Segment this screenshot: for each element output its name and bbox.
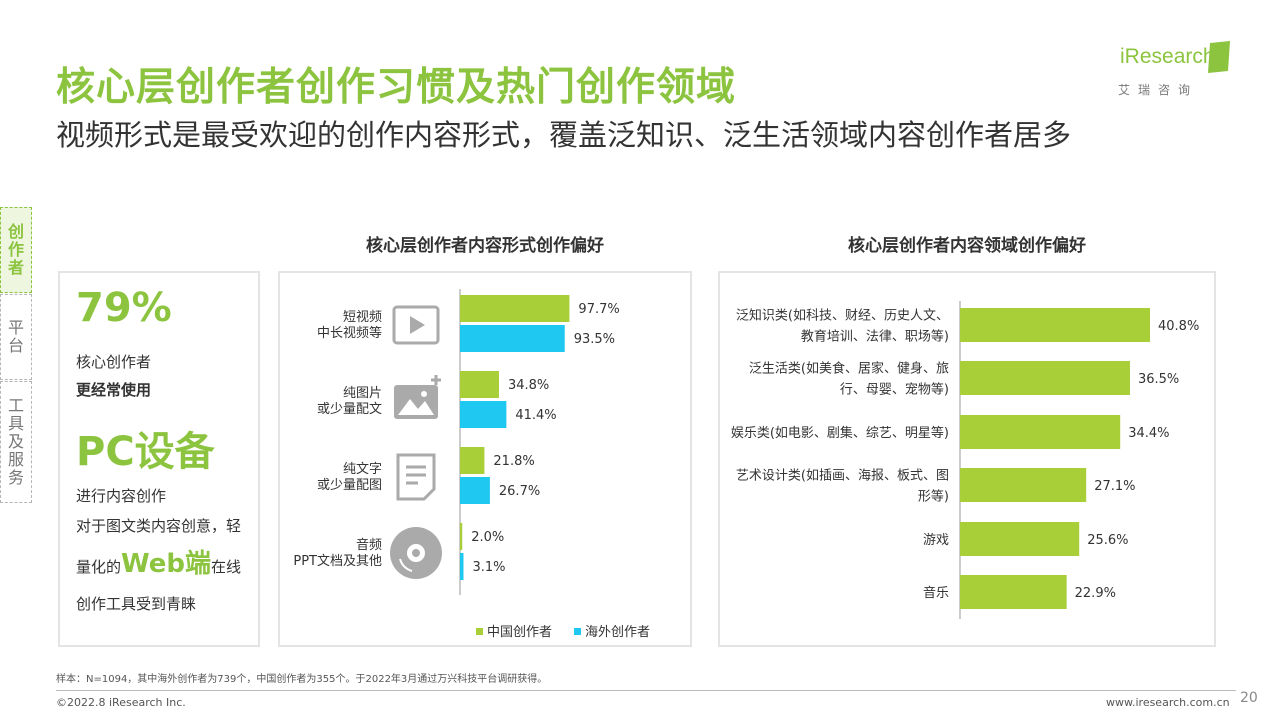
footnote: 样本：N=1094，其中海外创作者为739个，中国创作者为355个。于2022年…: [56, 674, 548, 685]
data-label: 3.1%: [472, 560, 505, 575]
side-tab-creators[interactable]: 创作者: [0, 207, 32, 293]
summary-line: 创作工具受到青睐: [76, 595, 197, 613]
legend-label: 海外创作者: [585, 625, 650, 640]
data-label: 34.4%: [1128, 426, 1169, 441]
summary-line: 更经常使用: [76, 381, 152, 399]
data-label: 36.5%: [1138, 372, 1179, 387]
iresearch-logo: iResearch 艾瑞咨询: [1114, 41, 1232, 97]
side-tab-tools-services[interactable]: 工具及服务: [0, 381, 32, 503]
logo-brand-cn: 艾瑞咨询: [1118, 83, 1199, 97]
summary-line: 量化的Web端在线: [76, 547, 241, 584]
category-label: 行、母婴、宠物等): [840, 382, 949, 398]
bar: [460, 553, 464, 580]
category-label: 泛生活类(如美食、居家、健身、旅: [749, 361, 949, 377]
category-label: 纯图片: [343, 386, 382, 401]
side-tab-platform[interactable]: 平台: [0, 294, 32, 380]
logo-banner-shape: [1114, 41, 1230, 75]
side-tab-label: 平台: [8, 318, 25, 355]
summary-panel: 79% 核心创作者 更经常使用 PC设备 进行内容创作 对于图文类内容创意，轻 …: [58, 271, 260, 647]
category-label: 音乐: [923, 585, 949, 601]
category-label: 音频: [356, 537, 382, 553]
category-label: 或少量配文: [317, 402, 382, 417]
page-subtitle: 视频形式是最受欢迎的创作内容形式，覆盖泛知识、泛生活领域内容创作者居多: [56, 118, 1072, 152]
data-label: 22.9%: [1075, 586, 1116, 601]
data-label: 27.1%: [1094, 479, 1135, 494]
category-label: 游戏: [923, 533, 949, 548]
legend-swatch: [574, 628, 581, 635]
bar: [960, 415, 1121, 449]
logo-brand-text: iResearch: [1120, 45, 1215, 68]
summary-line: 进行内容创作: [76, 487, 167, 505]
data-label: 40.8%: [1158, 319, 1199, 334]
summary-text: 量化的: [76, 558, 122, 576]
data-label: 93.5%: [574, 332, 615, 347]
bar: [460, 401, 507, 428]
page-title: 核心层创作者创作习惯及热门创作领域: [56, 65, 737, 110]
bar: [460, 325, 565, 352]
image-icon: [394, 375, 441, 419]
chart-panel-format: 短视频 中长视频等 97.7% 93.5% 纯图片 或少量配文 34.8% 41.4% 纯文字或…: [278, 271, 692, 647]
data-label: 26.7%: [499, 484, 540, 499]
data-label: 97.7%: [578, 302, 619, 317]
category-label: 艺术设计类(如插画、海报、板式、图: [736, 468, 949, 484]
data-label: 2.0%: [471, 530, 504, 545]
summary-line: 核心创作者: [76, 353, 152, 371]
bar: [960, 468, 1087, 502]
big-percent: 79%: [76, 285, 172, 331]
page-number: 20: [1240, 690, 1258, 706]
chart-title-format: 核心层创作者内容形式创作偏好: [366, 236, 604, 256]
category-label: 娱乐类(如电影、剧集、综艺、明星等): [731, 425, 949, 441]
category-label: 形等): [918, 489, 949, 505]
bar: [960, 575, 1067, 609]
data-label: 34.8%: [508, 378, 549, 393]
category-label: 教育培训、法律、职场等): [801, 329, 949, 345]
side-tab-label: 工具及服务: [8, 396, 25, 487]
bar: [960, 308, 1150, 342]
summary-line: 对于图文类内容创意，轻: [76, 517, 242, 535]
data-label: 41.4%: [515, 408, 556, 423]
legend-swatch: [476, 628, 483, 635]
category-label: PPT文档及其他: [293, 554, 382, 569]
copyright: ©2022.8 iResearch Inc.: [56, 696, 186, 709]
category-label: 纯文字: [343, 462, 382, 477]
web-highlight: Web端: [121, 549, 212, 579]
bar: [460, 371, 499, 398]
summary-text: 在线: [211, 558, 242, 576]
chart-panel-domain: 泛知识类(如科技、财经、历史人文、教育培训、法律、职场等) 40.8% 泛生活类(如…: [718, 271, 1216, 647]
legend-label: 中国创作者: [487, 625, 552, 640]
category-label: 中长视频等: [317, 325, 382, 341]
document-icon: [396, 453, 436, 501]
chart-title-domain: 核心层创作者内容领域创作偏好: [848, 236, 1086, 256]
category-label: 或少量配图: [317, 478, 382, 493]
bar: [960, 522, 1080, 556]
category-label: 短视频: [343, 310, 382, 325]
bar: [460, 477, 490, 504]
bar: [460, 295, 570, 322]
audio-disc-icon: [390, 527, 442, 579]
category-label: 泛知识类(如科技、财经、历史人文、: [736, 308, 949, 324]
bar: [960, 361, 1130, 395]
device-highlight: PC设备: [76, 429, 215, 475]
bar: [460, 447, 485, 474]
domain-preference-chart: 泛知识类(如科技、财经、历史人文、教育培训、法律、职场等) 40.8% 泛生活类(如…: [731, 301, 1199, 619]
website-link[interactable]: www.iresearch.com.cn: [1106, 696, 1230, 709]
side-tab-label: 创作者: [8, 222, 25, 277]
footer-divider: [56, 690, 1236, 691]
bar: [460, 523, 463, 550]
video-play-icon: [392, 305, 440, 345]
data-label: 21.8%: [493, 454, 534, 469]
data-label: 25.6%: [1087, 533, 1128, 548]
